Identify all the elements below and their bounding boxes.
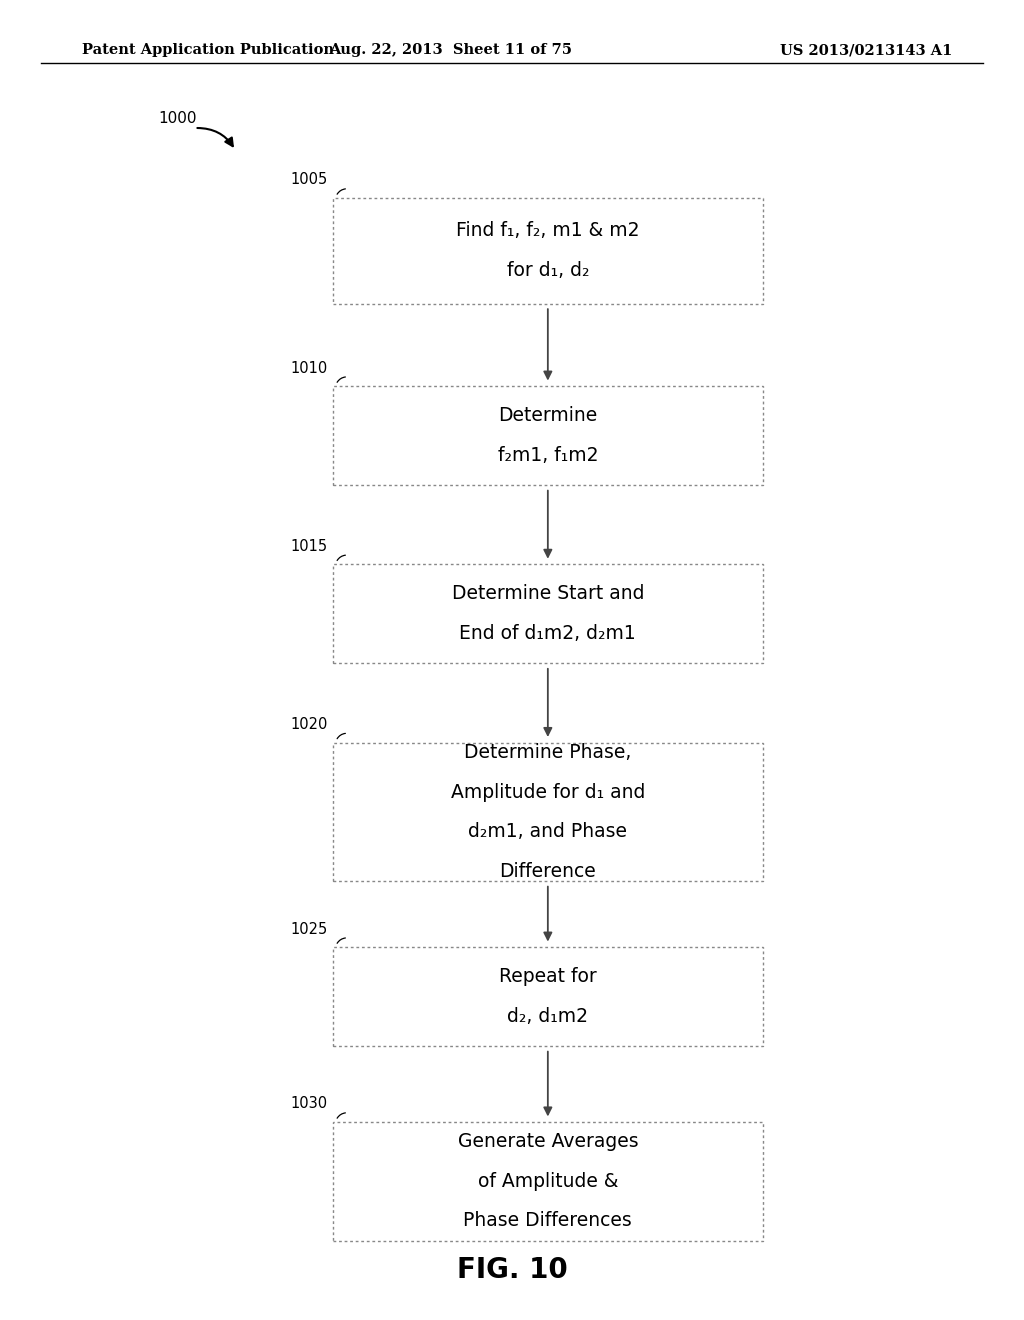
FancyBboxPatch shape xyxy=(333,948,763,1045)
Text: Generate Averages: Generate Averages xyxy=(458,1133,638,1151)
Text: 1010: 1010 xyxy=(291,360,328,375)
Text: 1020: 1020 xyxy=(291,717,328,731)
Text: Difference: Difference xyxy=(500,862,596,880)
Text: d₂m1, and Phase: d₂m1, and Phase xyxy=(468,822,628,841)
Text: 1015: 1015 xyxy=(291,539,328,554)
Text: 1005: 1005 xyxy=(291,173,328,187)
FancyBboxPatch shape xyxy=(333,198,763,304)
Text: Determine Phase,: Determine Phase, xyxy=(464,743,632,762)
Text: d₂, d₁m2: d₂, d₁m2 xyxy=(507,1007,589,1026)
FancyBboxPatch shape xyxy=(333,565,763,663)
Text: Determine Start and: Determine Start and xyxy=(452,585,644,603)
Text: Phase Differences: Phase Differences xyxy=(464,1212,632,1230)
FancyBboxPatch shape xyxy=(333,1122,763,1241)
Text: Find f₁, f₂, m1 & m2: Find f₁, f₂, m1 & m2 xyxy=(456,222,640,240)
Text: f₂m1, f₁m2: f₂m1, f₁m2 xyxy=(498,446,598,465)
Text: Aug. 22, 2013  Sheet 11 of 75: Aug. 22, 2013 Sheet 11 of 75 xyxy=(329,44,572,57)
Text: Repeat for: Repeat for xyxy=(499,968,597,986)
FancyBboxPatch shape xyxy=(333,742,763,882)
Text: US 2013/0213143 A1: US 2013/0213143 A1 xyxy=(780,44,952,57)
Text: 1025: 1025 xyxy=(291,921,328,937)
Text: Determine: Determine xyxy=(499,407,597,425)
Text: 1030: 1030 xyxy=(291,1097,328,1111)
Text: 1000: 1000 xyxy=(159,111,198,127)
FancyBboxPatch shape xyxy=(333,385,763,484)
Text: FIG. 10: FIG. 10 xyxy=(457,1255,567,1284)
Text: for d₁, d₂: for d₁, d₂ xyxy=(507,261,589,280)
Text: Amplitude for d₁ and: Amplitude for d₁ and xyxy=(451,783,645,801)
Text: End of d₁m2, d₂m1: End of d₁m2, d₂m1 xyxy=(460,624,636,643)
Text: of Amplitude &: of Amplitude & xyxy=(477,1172,618,1191)
Text: Patent Application Publication: Patent Application Publication xyxy=(82,44,334,57)
